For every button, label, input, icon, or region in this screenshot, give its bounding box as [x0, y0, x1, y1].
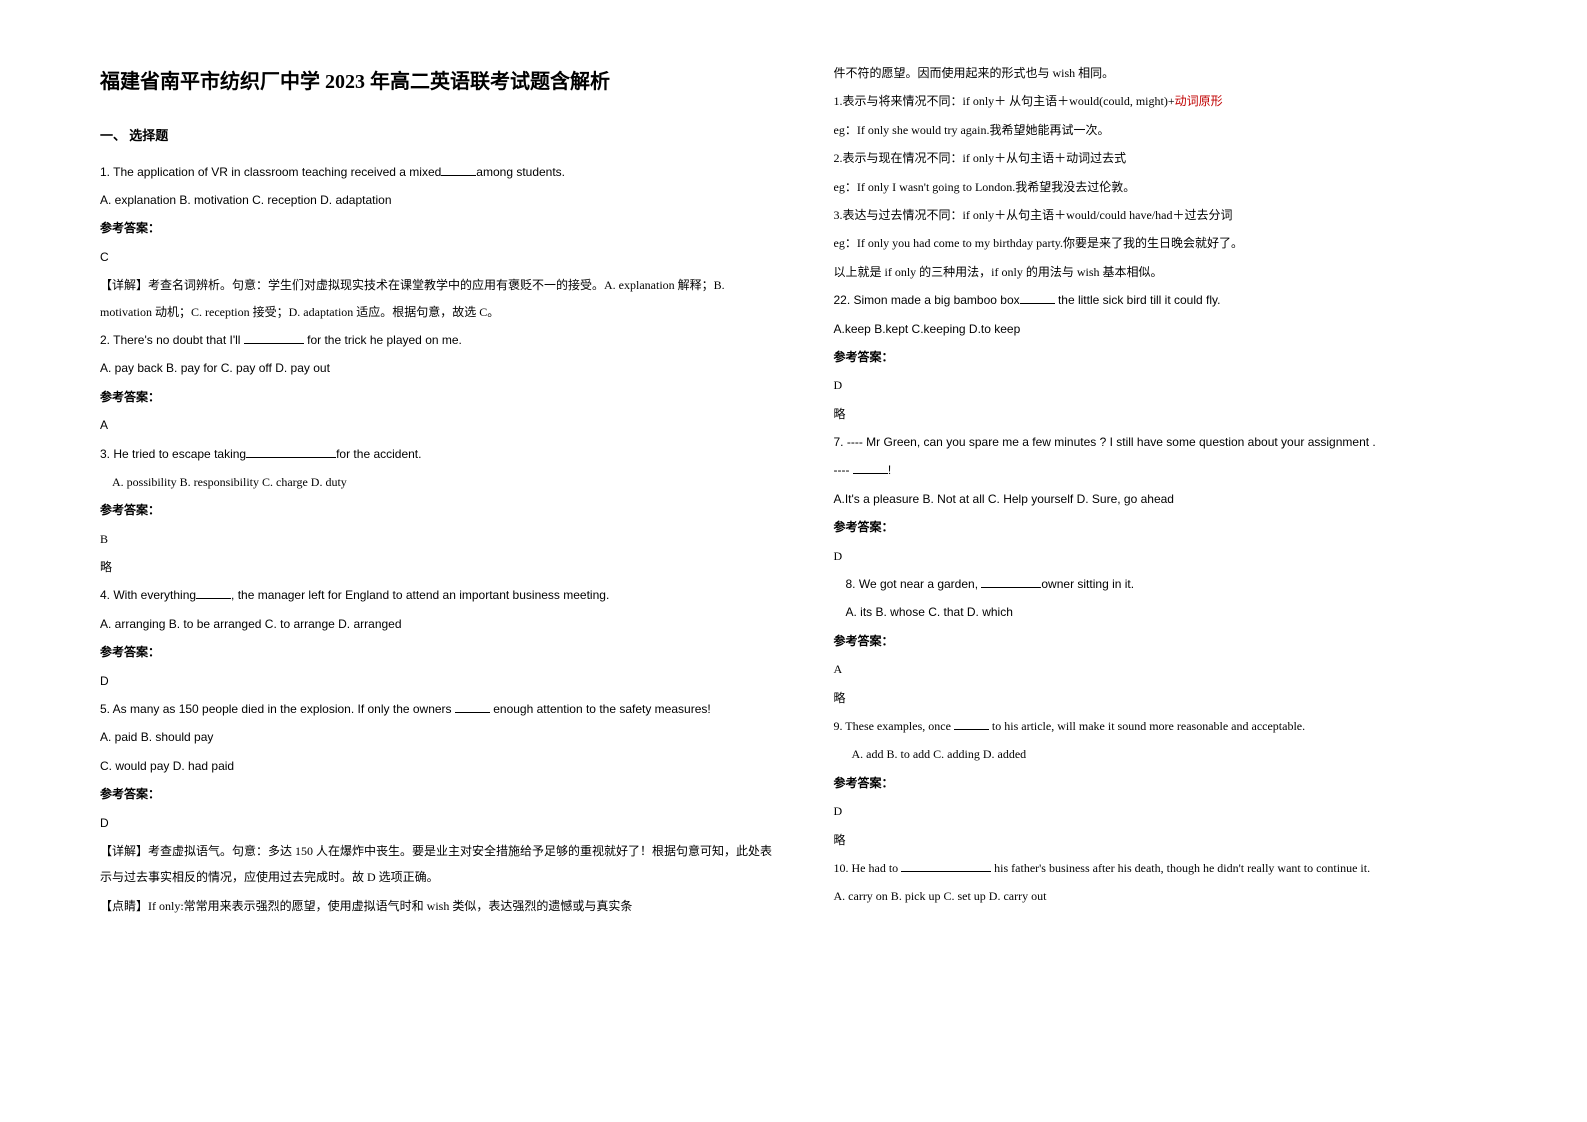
q1-options: A. explanation B. motivation C. receptio…: [100, 187, 774, 213]
q22-answer: D: [834, 372, 1508, 398]
q9-answer: D: [834, 798, 1508, 824]
q7-stem: 7. ---- Mr Green, can you spare me a few…: [834, 429, 1508, 455]
q22-stem: 22. Simon made a big bamboo box the litt…: [834, 287, 1508, 313]
q5-stem: 5. As many as 150 people died in the exp…: [100, 696, 774, 722]
cont-line8: 以上就是 if only 的三种用法，if only 的用法与 wish 基本相…: [834, 259, 1508, 285]
q1-stem-post: among students.: [476, 165, 565, 179]
blank: [455, 701, 490, 713]
cont-line1: 件不符的愿望。因而使用起来的形式也与 wish 相同。: [834, 60, 1508, 86]
q1-explanation: 【详解】考查名词辨析。句意：学生们对虚拟现实技术在课堂教学中的应用有褒贬不一的接…: [100, 272, 774, 325]
q10-stem-pre: 10. He had to: [834, 861, 902, 875]
blank: [853, 463, 888, 475]
q4-stem-pre: 4. With everything: [100, 588, 196, 602]
q3-stem-pre: 3. He tried to escape taking: [100, 447, 246, 461]
q10-options: A. carry on B. pick up C. set up D. carr…: [834, 883, 1508, 909]
q2-stem: 2. There's no doubt that I'll for the tr…: [100, 327, 774, 353]
q4-stem: 4. With everything , the manager left for…: [100, 582, 774, 608]
q5-explanation-2: 【点睛】If only:常常用来表示强烈的愿望，使用虚拟语气时和 wish 类似…: [100, 893, 774, 919]
cont-line2b: 动词原形: [1175, 94, 1223, 108]
answer-label: 参考答案：: [834, 344, 1508, 370]
right-column: 件不符的愿望。因而使用起来的形式也与 wish 相同。 1.表示与将来情况不同：…: [834, 60, 1508, 921]
q8-answer: A: [834, 656, 1508, 682]
cont-line5: eg：If only I wasn't going to London.我希望我…: [834, 174, 1508, 200]
q5-stem-post: enough attention to the safety measures!: [490, 702, 711, 716]
cont-line7: eg：If only you had come to my birthday p…: [834, 230, 1508, 256]
q22-stem-post: the little sick bird till it could fly.: [1055, 293, 1221, 307]
q8-options: A. its B. whose C. that D. which: [834, 599, 1508, 625]
q2-options: A. pay back B. pay for C. pay off D. pay…: [100, 355, 774, 381]
q8-stem: 8. We got near a garden, owner sitting i…: [834, 571, 1508, 597]
q3-omit: 略: [100, 554, 774, 580]
blank: [246, 446, 336, 458]
answer-label: 参考答案：: [100, 215, 774, 241]
answer-label: 参考答案：: [100, 384, 774, 410]
q9-omit: 略: [834, 827, 1508, 853]
blank: [441, 164, 476, 176]
section-heading: 一、 选择题: [100, 122, 774, 151]
q22-omit: 略: [834, 401, 1508, 427]
q4-answer: D: [100, 668, 774, 694]
q5-options-b: C. would pay D. had paid: [100, 753, 774, 779]
q5-explanation-1: 【详解】考查虚拟语气。句意：多达 150 人在爆炸中丧生。要是业主对安全措施给予…: [100, 838, 774, 891]
q3-stem: 3. He tried to escape taking for the acci…: [100, 441, 774, 467]
q5-answer: D: [100, 810, 774, 836]
blank: [1020, 292, 1055, 304]
q2-answer: A: [100, 412, 774, 438]
answer-label: 参考答案：: [834, 628, 1508, 654]
cont-line2: 1.表示与将来情况不同：if only＋ 从句主语＋would(could, m…: [834, 88, 1508, 114]
q8-omit: 略: [834, 685, 1508, 711]
answer-label: 参考答案：: [100, 781, 774, 807]
q2-stem-post: for the trick he played on me.: [304, 333, 462, 347]
q3-options: A. possibility B. responsibility C. char…: [100, 469, 774, 495]
q5-stem-pre: 5. As many as 150 people died in the exp…: [100, 702, 455, 716]
q4-stem-post: , the manager left for England to attend…: [231, 588, 609, 602]
q7-answer: D: [834, 543, 1508, 569]
q5-options-a: A. paid B. should pay: [100, 724, 774, 750]
q10-stem: 10. He had to his father's business afte…: [834, 855, 1508, 881]
q7-options: A.It's a pleasure B. Not at all C. Help …: [834, 486, 1508, 512]
cont-line4: 2.表示与现在情况不同：if only＋从句主语＋动词过去式: [834, 145, 1508, 171]
q8-stem-post: owner sitting in it.: [1041, 577, 1134, 591]
answer-label: 参考答案：: [834, 514, 1508, 540]
answer-label: 参考答案：: [834, 770, 1508, 796]
q3-stem-post: for the accident.: [336, 447, 421, 461]
blank: [954, 718, 989, 730]
q10-stem-post: his father's business after his death, t…: [991, 861, 1370, 875]
page: 福建省南平市纺织厂中学 2023 年高二英语联考试题含解析 一、 选择题 1. …: [0, 0, 1587, 961]
q9-stem-post: to his article, will make it sound more …: [989, 719, 1305, 733]
q9-options: A. add B. to add C. adding D. added: [852, 741, 1508, 767]
q7-stem2b: !: [888, 463, 891, 477]
q1-stem: 1. The application of VR in classroom te…: [100, 159, 774, 185]
blank: [901, 860, 991, 872]
q4-options: A. arranging B. to be arranged C. to arr…: [100, 611, 774, 637]
q8-stem-pre: 8. We got near a garden,: [846, 577, 982, 591]
q3-answer: B: [100, 526, 774, 552]
q2-stem-pre: 2. There's no doubt that I'll: [100, 333, 244, 347]
cont-line3: eg：If only she would try again.我希望她能再试一次…: [834, 117, 1508, 143]
q1-answer: C: [100, 244, 774, 270]
q9-stem: 9. These examples, once to his article, …: [834, 713, 1508, 739]
cont-line6: 3.表达与过去情况不同：if only＋从句主语＋would/could hav…: [834, 202, 1508, 228]
q1-stem-pre: 1. The application of VR in classroom te…: [100, 165, 441, 179]
page-title: 福建省南平市纺织厂中学 2023 年高二英语联考试题含解析: [100, 60, 774, 104]
q9-stem-pre: 9. These examples, once: [834, 719, 954, 733]
q22-options: A.keep B.kept C.keeping D.to keep: [834, 316, 1508, 342]
cont-line2a: 1.表示与将来情况不同：if only＋ 从句主语＋would(could, m…: [834, 94, 1175, 108]
answer-label: 参考答案：: [100, 639, 774, 665]
answer-label: 参考答案：: [100, 497, 774, 523]
blank: [196, 588, 231, 600]
q22-stem-pre: 22. Simon made a big bamboo box: [834, 293, 1020, 307]
left-column: 福建省南平市纺织厂中学 2023 年高二英语联考试题含解析 一、 选择题 1. …: [100, 60, 774, 921]
blank: [981, 576, 1041, 588]
q7-stem2: ---- !: [834, 457, 1508, 483]
blank: [244, 332, 304, 344]
q7-stem2a: ----: [834, 463, 853, 477]
